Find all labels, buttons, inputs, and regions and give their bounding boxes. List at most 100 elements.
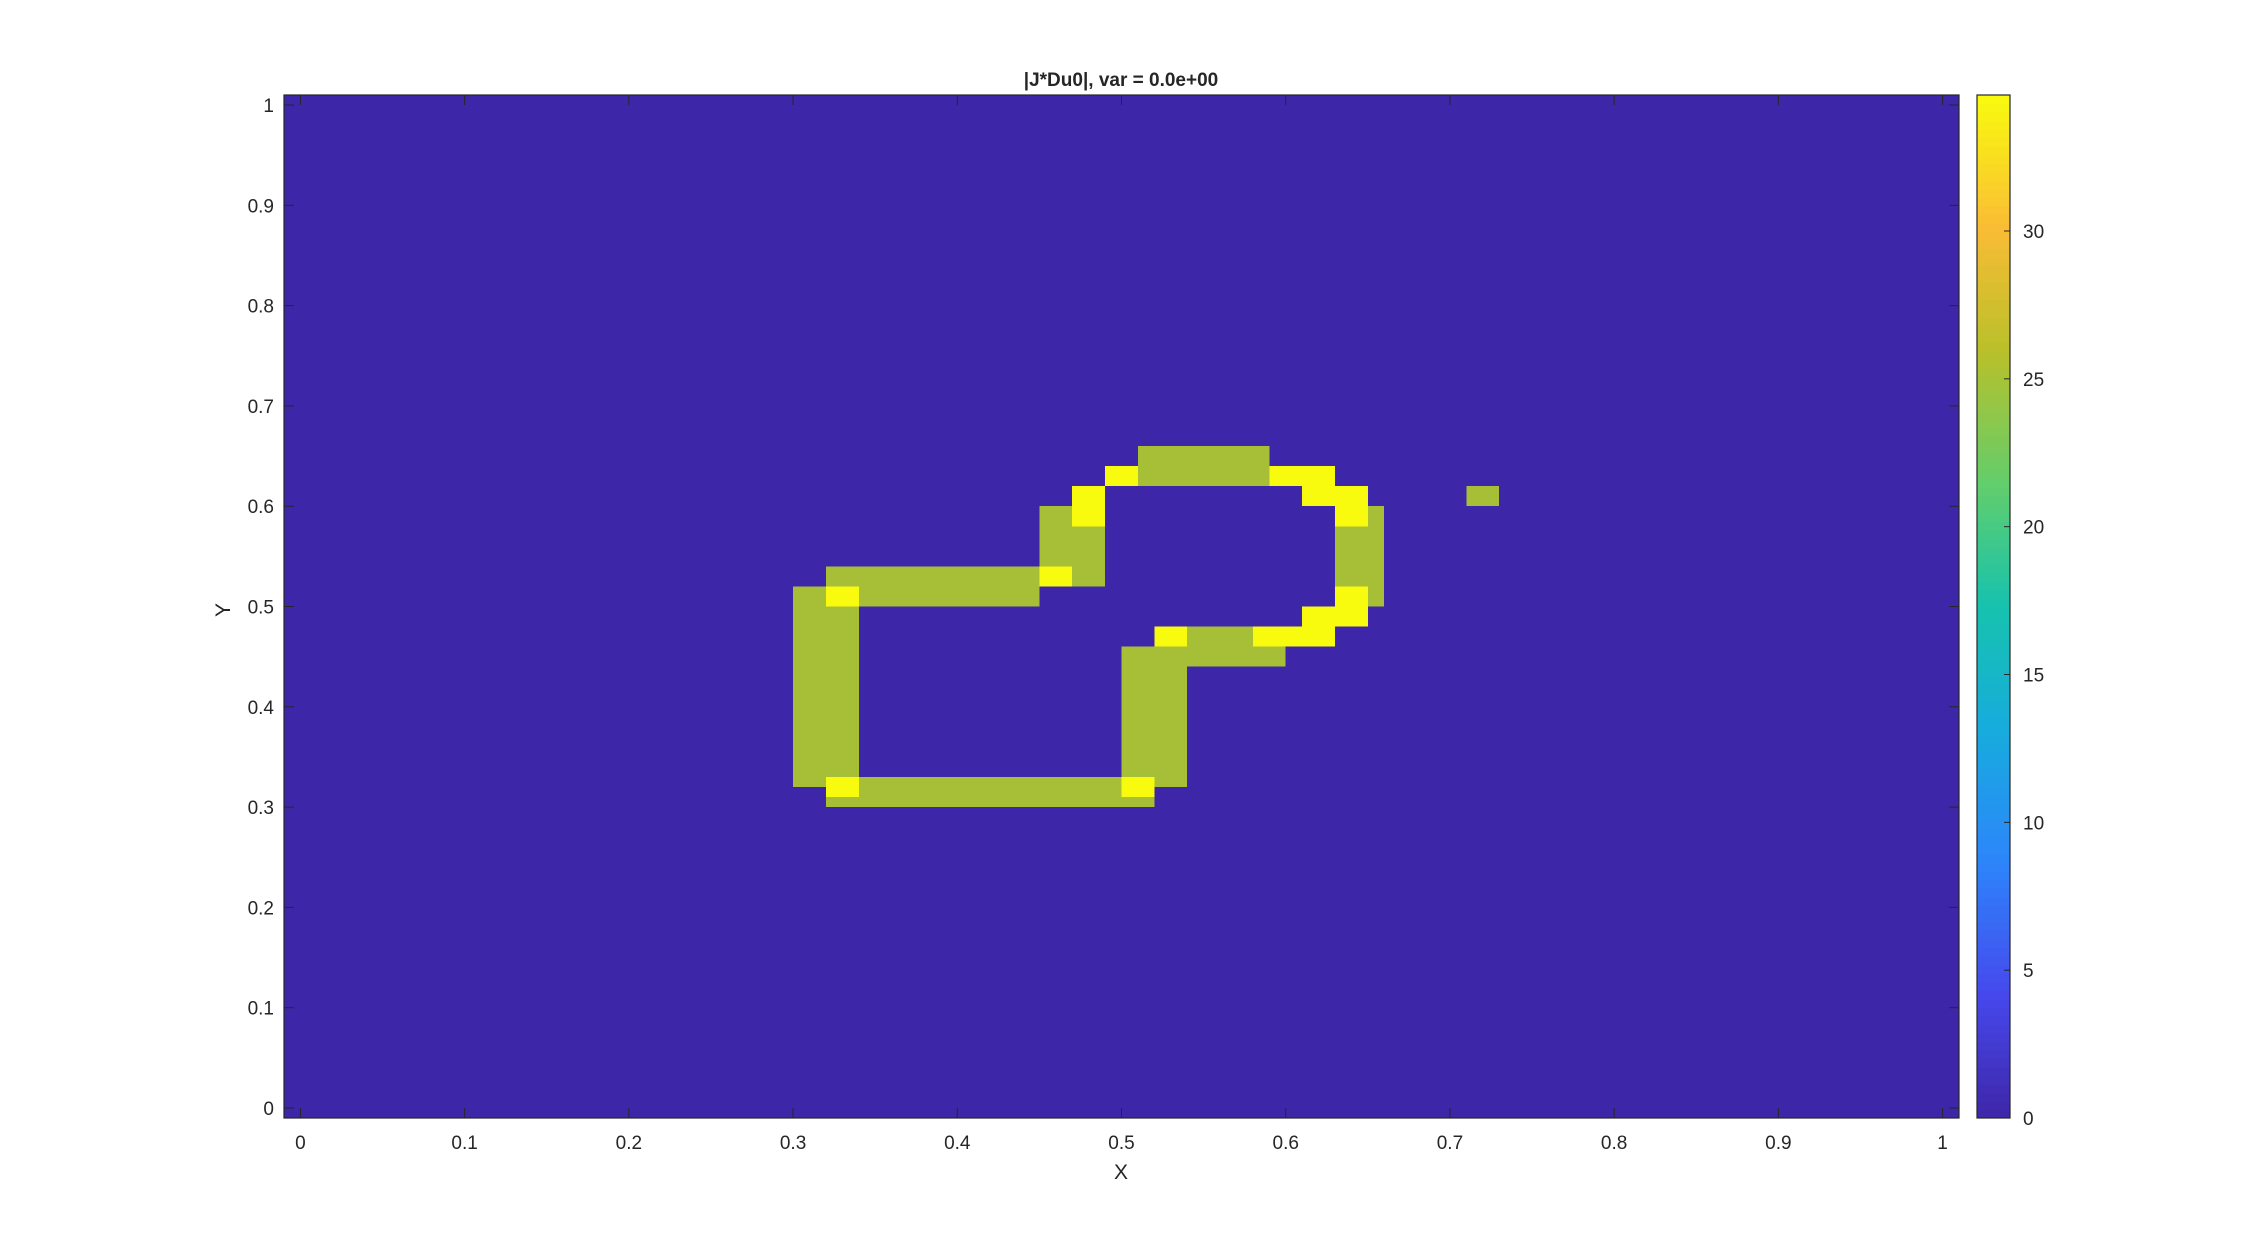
colorbar-segment bbox=[1977, 904, 2010, 914]
colorbar-segment bbox=[1977, 538, 2010, 548]
colorbar-segment bbox=[1977, 95, 2010, 105]
colorbar-segment bbox=[1977, 768, 2010, 778]
heatmap-cell bbox=[1137, 446, 1270, 487]
colorbar-segment bbox=[1977, 640, 2010, 650]
colorbar-segment bbox=[1977, 632, 2010, 642]
y-axis-label: Y bbox=[212, 603, 235, 617]
colorbar-segment bbox=[1977, 717, 2010, 727]
colorbar-segment bbox=[1977, 913, 2010, 923]
colorbar-segment bbox=[1977, 1024, 2010, 1034]
colorbar-tick-label: 25 bbox=[2023, 370, 2044, 391]
heatmap-cell bbox=[1154, 626, 1188, 647]
colorbar-segment bbox=[1977, 691, 2010, 701]
colorbar-segment bbox=[1977, 418, 2010, 429]
colorbar-segment bbox=[1977, 214, 2010, 224]
colorbar-segment bbox=[1977, 470, 2010, 480]
colorbar-segment bbox=[1977, 981, 2010, 991]
colorbar-segment bbox=[1977, 231, 2010, 241]
y-tick-label: 0.9 bbox=[248, 196, 274, 217]
colorbar-segment bbox=[1977, 759, 2010, 770]
heatmap-cell bbox=[1334, 506, 1368, 527]
colorbar-segment bbox=[1977, 1092, 2010, 1102]
colorbar-segment bbox=[1977, 623, 2010, 633]
colorbar-segment bbox=[1977, 785, 2010, 795]
colorbar-segment bbox=[1977, 146, 2010, 156]
colorbar-segment bbox=[1977, 615, 2010, 625]
colorbar-segment bbox=[1977, 862, 2010, 872]
y-tick-label: 0.8 bbox=[248, 297, 274, 318]
colorbar-segment bbox=[1977, 188, 2010, 198]
colorbar-segment bbox=[1977, 112, 2010, 122]
colorbar-segment bbox=[1977, 802, 2010, 812]
colorbar-segment bbox=[1977, 325, 2010, 335]
colorbar-segment bbox=[1977, 921, 2010, 932]
colorbar-segment bbox=[1977, 1049, 2010, 1059]
colorbar-segment bbox=[1977, 529, 2010, 539]
x-axis: 0 0.1 0.2 0.3 0.4 0.5 0.6 0.7 0.8 0.9 1 bbox=[295, 95, 1948, 1154]
colorbar-segment bbox=[1977, 376, 2010, 386]
colorbar-tick-label: 20 bbox=[2023, 518, 2044, 539]
colorbar-segment bbox=[1977, 401, 2010, 412]
colorbar-segment bbox=[1977, 1083, 2010, 1094]
colorbar-tick-label: 30 bbox=[2023, 222, 2044, 243]
heatmap-cell bbox=[1334, 586, 1368, 627]
colorbar-segment bbox=[1977, 197, 2010, 207]
colorbar-segment bbox=[1977, 265, 2010, 275]
x-tick-label: 0.2 bbox=[616, 1133, 642, 1154]
colorbar-segment bbox=[1977, 1066, 2010, 1076]
colorbar-segment bbox=[1977, 580, 2010, 591]
colorbar-segment bbox=[1977, 845, 2010, 855]
colorbar-segment bbox=[1977, 299, 2010, 309]
x-tick-label: 0.7 bbox=[1437, 1133, 1463, 1154]
y-tick-label: 0.2 bbox=[248, 898, 274, 919]
colorbar-segment bbox=[1977, 316, 2010, 326]
colorbar-segment bbox=[1977, 828, 2010, 838]
colorbar-segment bbox=[1977, 427, 2010, 437]
colorbar-segment bbox=[1977, 239, 2010, 250]
colorbar-segment bbox=[1977, 794, 2010, 804]
colorbar-segment bbox=[1977, 887, 2010, 897]
colorbar-segment bbox=[1977, 606, 2010, 616]
heatmap-cell bbox=[825, 777, 859, 798]
y-axis: 0 0.1 0.2 0.3 0.4 0.5 0.6 0.7 0.8 0.9 1 bbox=[248, 96, 1959, 1120]
heatmap-cell bbox=[1466, 486, 1500, 507]
colorbar-segment bbox=[1977, 1041, 2010, 1051]
x-tick-label: 0 bbox=[295, 1133, 306, 1154]
colorbar-segment bbox=[1977, 930, 2010, 940]
x-tick-label: 0.3 bbox=[780, 1133, 806, 1154]
colorbar-segment bbox=[1977, 546, 2010, 556]
colorbar-segment bbox=[1977, 367, 2010, 377]
colorbar-segment bbox=[1977, 333, 2010, 343]
colorbar-segment bbox=[1977, 734, 2010, 744]
heatmap-cell bbox=[825, 566, 1040, 607]
heatmap-cell bbox=[825, 586, 859, 607]
colorbar-segment bbox=[1977, 879, 2010, 889]
heatmap-cell bbox=[1302, 606, 1335, 647]
colorbar-segment bbox=[1977, 436, 2010, 446]
heatmap-background bbox=[284, 95, 1959, 1118]
colorbar-segment bbox=[1977, 504, 2010, 514]
y-tick-label: 0.3 bbox=[248, 798, 274, 819]
colorbar-segment bbox=[1977, 742, 2010, 753]
colorbar-segment bbox=[1977, 410, 2010, 420]
y-tick-label: 0.6 bbox=[248, 497, 274, 518]
colorbar-segment bbox=[1977, 1032, 2010, 1042]
x-tick-label: 1 bbox=[1937, 1133, 1948, 1154]
heatmap-cell bbox=[825, 777, 1155, 808]
colorbar-segment bbox=[1977, 248, 2010, 258]
colorbar-segment bbox=[1977, 708, 2010, 718]
colorbar-segment bbox=[1977, 137, 2010, 147]
x-tick-label: 0.8 bbox=[1601, 1133, 1627, 1154]
colorbar-segment bbox=[1977, 171, 2010, 181]
x-axis-label: X bbox=[1114, 1161, 1128, 1184]
colorbar-segment bbox=[1977, 666, 2010, 676]
colorbar: 0 5 10 15 20 25 30 bbox=[1976, 94, 2044, 1130]
colorbar-segment bbox=[1977, 453, 2010, 463]
colorbar-segment bbox=[1977, 1058, 2010, 1068]
x-tick-label: 0.6 bbox=[1273, 1133, 1299, 1154]
colorbar-segment bbox=[1977, 683, 2010, 693]
y-tick-label: 0.7 bbox=[248, 397, 274, 418]
x-tick-label: 0.9 bbox=[1765, 1133, 1791, 1154]
heatmap-cell bbox=[1105, 466, 1138, 487]
